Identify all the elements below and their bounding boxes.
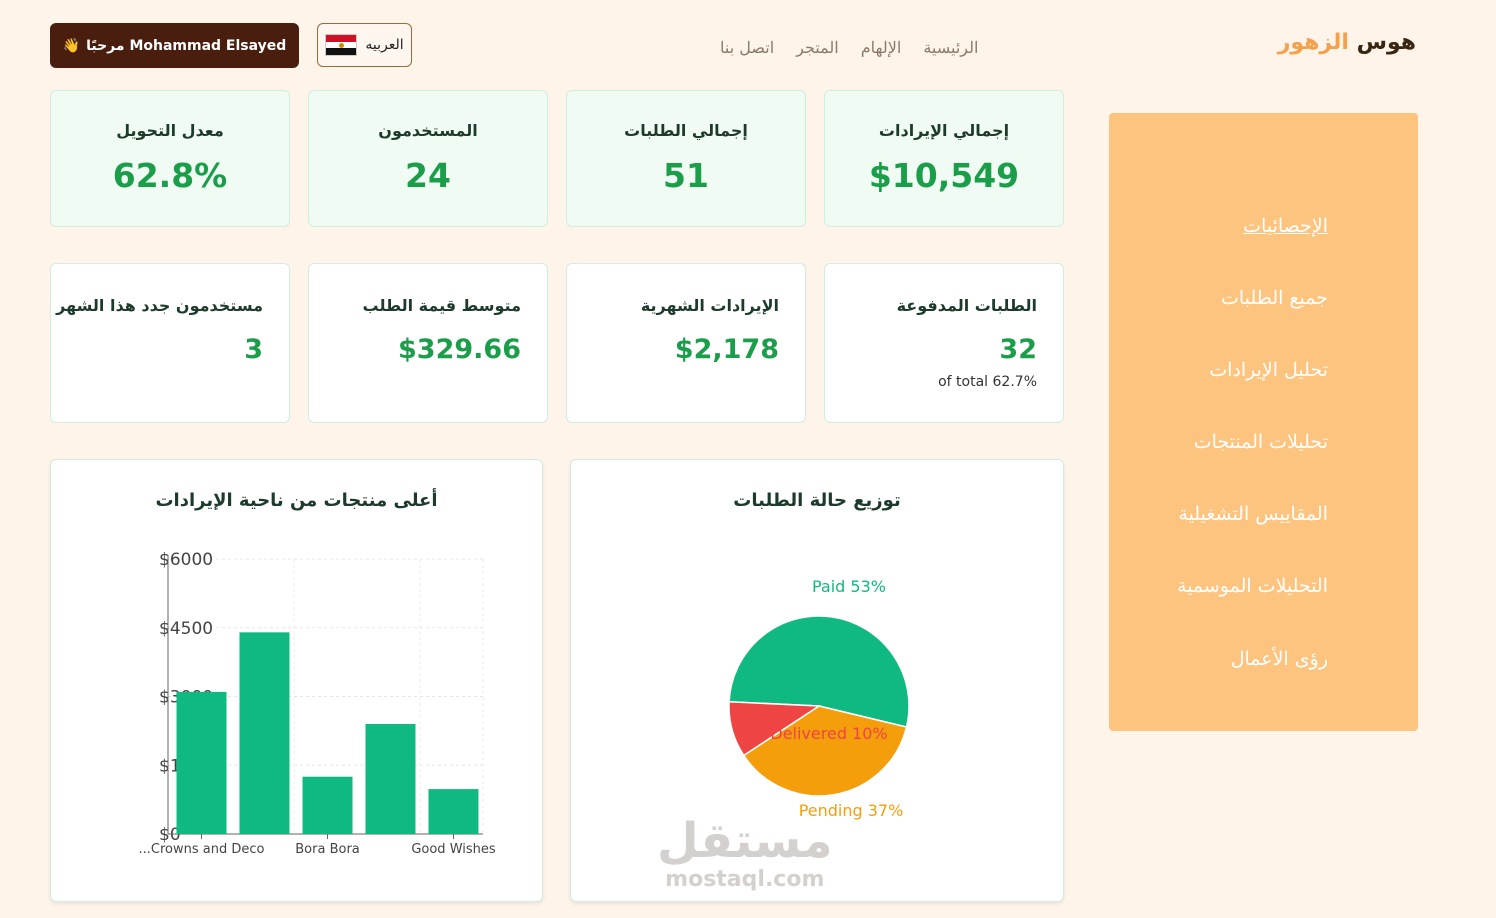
sidebar-item-operational-metrics[interactable]: المقاييس التشغيلية [1178, 503, 1328, 525]
stat-card-new-users: مستخدمون جدد هذا الشهر 3 [50, 263, 290, 423]
stat-value: 24 [405, 156, 451, 195]
watermark-arabic: مستقل [657, 813, 833, 869]
brand-part2: الزهور [1277, 30, 1349, 55]
stat-title: المستخدمون [378, 121, 478, 140]
nav-contact[interactable]: اتصل بنا [720, 38, 775, 57]
pie-slice [728, 700, 822, 757]
sidebar: الإحصائيات جميع الطلبات تحليل الإيرادات … [1109, 113, 1418, 731]
sidebar-item-revenue-analysis[interactable]: تحليل الإيرادات [1209, 359, 1328, 381]
nav-home[interactable]: الرئيسية [923, 38, 979, 57]
sidebar-item-statistics[interactable]: الإحصائيات [1243, 215, 1328, 237]
x-tick-label: Good Wishes [411, 842, 496, 857]
brand-logo[interactable]: هوس الزهور [1278, 30, 1416, 55]
stat-title: إجمالي الإيرادات [878, 121, 1010, 140]
pie-label: Paid 53% [812, 577, 886, 596]
main-nav: الرئيسية الإلهام المتجر اتصل بنا [720, 38, 978, 57]
pie-slice [728, 615, 910, 728]
stat-card-avg-order-value: متوسط قيمة الطلب $329.66 [308, 263, 548, 423]
x-tick-label: ...Crowns and Deco [139, 842, 265, 857]
sidebar-item-product-analytics[interactable]: تحليلات المنتجات [1193, 431, 1328, 453]
brand-part1: هوس [1356, 30, 1416, 55]
watermark: مستقل mostaql.com [657, 815, 833, 892]
language-label: العربيه [365, 37, 404, 53]
stat-value: $10,549 [868, 156, 1020, 195]
language-switcher[interactable]: العربيه [317, 23, 412, 67]
bar [176, 691, 227, 834]
stat-card-conversion-rate: معدل التحويل 62.8% [50, 90, 290, 227]
y-tick-label: $4500 [159, 619, 213, 639]
pie-label: Pending 37% [799, 801, 904, 820]
stat-title: إجمالي الطلبات [624, 121, 748, 140]
stat-title: الطلبات المدفوعة [896, 296, 1037, 315]
bar [239, 632, 290, 834]
stat-card-users: المستخدمون 24 [308, 90, 548, 227]
stat-title: مستخدمون جدد هذا الشهر [56, 296, 263, 315]
stat-card-paid-orders: الطلبات المدفوعة 32 of total 62.7% [824, 263, 1064, 423]
pie-chart: Paid 53% Pending 37% Delivered 10% [728, 577, 910, 820]
stat-card-total-orders: إجمالي الطلبات 51 [566, 90, 806, 227]
stat-subtext: of total 62.7% [938, 374, 1037, 390]
y-tick-label: $6000 [159, 550, 213, 570]
watermark-latin: mostaql.com [665, 867, 825, 892]
bar [428, 789, 479, 834]
stat-value: $2,178 [674, 334, 779, 365]
stat-card-monthly-revenue: الإيرادات الشهرية $2,178 [566, 263, 806, 423]
pie-label: Delivered 10% [770, 724, 887, 743]
greeting-text: مرحبًا Mohammad Elsayed [86, 37, 287, 54]
stat-card-total-revenue: إجمالي الإيرادات $10,549 [824, 90, 1064, 227]
order-status-chart-panel: توزيع حالة الطلبات Paid 53% Pending 37% De… [570, 459, 1064, 902]
x-tick-label: Bora Bora [295, 842, 360, 857]
bar [302, 776, 353, 834]
stat-value: 32 [999, 334, 1037, 365]
stat-title: متوسط قيمة الطلب [362, 296, 521, 315]
stat-value: 3 [244, 334, 263, 365]
stat-value: 51 [663, 156, 709, 195]
stat-value: 62.8% [112, 156, 228, 195]
user-greeting-button[interactable]: 👋 مرحبًا Mohammad Elsayed [50, 23, 299, 68]
waving-hand-icon: 👋 [62, 37, 81, 54]
bar [365, 724, 416, 834]
chart-title: توزيع حالة الطلبات [733, 490, 901, 511]
sidebar-item-all-orders[interactable]: جميع الطلبات [1221, 287, 1328, 309]
sidebar-item-business-insights[interactable]: رؤى الأعمال [1230, 648, 1328, 670]
bar-chart: $0$1500$3000$4500$6000...Crowns and Deco… [139, 550, 496, 857]
pie-slice [742, 705, 908, 797]
top-products-chart-panel: أعلى منتجات من ناحية الإيرادات $0$1500$3… [50, 459, 543, 902]
nav-inspiration[interactable]: الإلهام [860, 38, 902, 57]
stat-title: الإيرادات الشهرية [640, 296, 779, 315]
sidebar-item-seasonal-analytics[interactable]: التحليلات الموسمية [1176, 575, 1328, 597]
y-tick-label: $0 [159, 825, 181, 845]
stat-value: $329.66 [398, 334, 521, 365]
egypt-flag-icon [325, 34, 358, 56]
stat-title: معدل التحويل [116, 121, 224, 140]
nav-store[interactable]: المتجر [796, 38, 839, 57]
chart-title: أعلى منتجات من ناحية الإيرادات [155, 490, 438, 511]
